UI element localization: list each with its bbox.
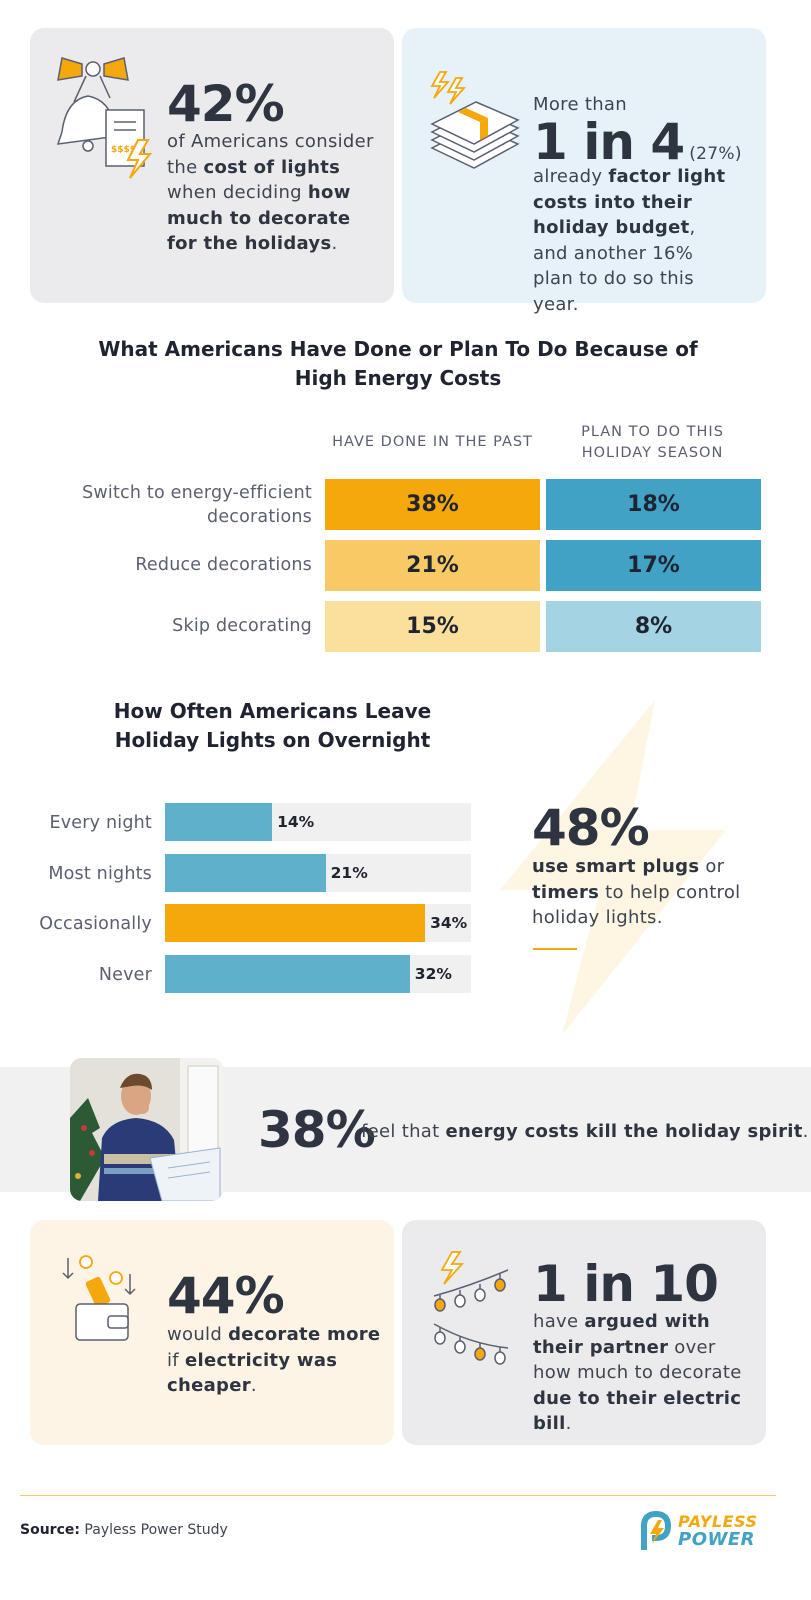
stat-description: already factor light costs into their ho… [533,164,733,317]
row-label: Skip decorating [172,616,312,636]
row-label: Switch to energy-efficient decorations [82,483,312,527]
spirit-description: feel that energy costs kill the holiday … [361,1119,809,1145]
bar-track [165,853,471,892]
column-header-past: HAVE DONE IN THE PAST [332,434,533,450]
payless-power-logo: PAYLESS POWER [636,1510,776,1552]
bar-category-label: Every night [49,813,152,833]
smart-plugs-description: use smart plugs or timers to help contro… [532,854,747,931]
row-label: Reduce decorations [135,555,312,575]
bar-category-label: Never [98,964,152,985]
cell-past: 38% [325,479,540,530]
bold-text: cost of lights [203,156,341,178]
photo-illustration [70,1058,223,1201]
bar-value-label: 14% [277,813,315,831]
bar [165,803,273,841]
footer-divider [20,1495,776,1496]
text: feel that [361,1121,446,1142]
text: already [533,166,609,187]
stat-number-row: 1 in 4 (27%) [533,114,742,170]
bar [165,954,410,993]
stat-description: of Americans consider the cost of lights… [167,129,382,257]
bold-text: use smart plugs [532,856,700,877]
text: would [167,1324,229,1345]
stat-description: would decorate more if electricity was c… [167,1322,382,1399]
bold-text: argued with their partner [533,1311,710,1358]
bell-bow-bill-icon: $$$$$ [56,57,153,179]
bold-text: how much to decorate for the holidays [167,182,351,254]
bold-text: due to their electric bill [533,1387,742,1435]
bar-value-label: 32% [414,964,452,983]
text: . [250,1375,257,1396]
svg-text:$$$$$: $$$$$ [111,145,142,155]
spirit-number: 38% [258,1101,376,1159]
text: to help control holiday lights. [532,881,741,929]
bold-text: energy costs kill the holiday spirit [445,1121,803,1142]
bar-category-label: Most nights [48,863,152,884]
bar-value-label: 34% [430,914,468,932]
lightning-bolt-background-icon [500,700,726,1035]
text: . [802,1121,809,1142]
text: when deciding [167,182,308,203]
bold-text: decorate more [228,1324,381,1345]
actions-table-title: What Americans Have Done or Plan To Do B… [98,337,698,390]
bar-track [165,954,471,993]
text: have [533,1311,585,1332]
cell-plan: 17% [546,540,761,591]
text: . [331,233,338,254]
logo-text-bottom: POWER [678,1529,756,1550]
text: . [565,1413,572,1434]
column-header-plan: PLAN TO DO THIS HOLIDAY SEASON [581,424,724,461]
source-line: Source: Payless Power Study [20,1522,228,1538]
logo-mark-icon [641,1510,672,1550]
stat-number: 1 in 4 [533,113,685,171]
cell-plan: 18% [546,479,761,530]
bold-text: timers [532,881,600,903]
bold-text: factor light costs into their holiday bu… [533,166,726,238]
stat-card-argued: 1 in 10 have argued with their partner o… [402,1220,766,1445]
cell-past: 21% [325,540,540,591]
bar-category-label: Occasionally [39,914,152,934]
bar [165,853,326,892]
text: if [167,1349,185,1371]
text: , and another 16% plan to do so this yea… [533,217,696,315]
stat-percent: (27%) [689,144,742,164]
text: over how much to decorate [533,1336,742,1384]
bar-value-label: 21% [330,863,368,882]
stat-number: 1 in 10 [533,1255,719,1313]
text: or [699,856,725,877]
bar-track [165,904,471,942]
bar-track [165,803,471,841]
wallet-coins-icon [62,1255,136,1341]
cell-past: 15% [325,601,540,652]
string-lights-icon [433,1251,509,1365]
source-label: Source: [20,1522,80,1538]
bar [165,904,426,942]
man-with-bill-photo [70,1058,223,1201]
source-text: Payless Power Study [84,1522,228,1538]
text: of Americans consider the [167,131,374,178]
cell-plan: 8% [546,601,761,652]
stat-card-cost-of-lights: $$$$$ 42% of Americans consider the cost… [30,28,394,303]
smart-plugs-number: 48% [532,799,650,857]
stat-number: 44% [167,1267,285,1325]
divider-accent [533,948,577,950]
overnight-chart-title: How Often Americans Leave Holiday Lights… [113,699,432,752]
money-stack-icon [430,71,520,169]
logo-text-top: PAYLESS [678,1512,758,1531]
stat-description: have argued with their partner over how … [533,1309,748,1437]
stat-card-budget: More than 1 in 4 (27%) already factor li… [402,28,766,315]
stat-number: 42% [167,75,285,133]
more-than-text: More than [533,94,627,115]
bold-text: electricity was cheaper [167,1349,338,1397]
stat-card-decorate-more: 44% would decorate more if electricity w… [30,1220,394,1445]
